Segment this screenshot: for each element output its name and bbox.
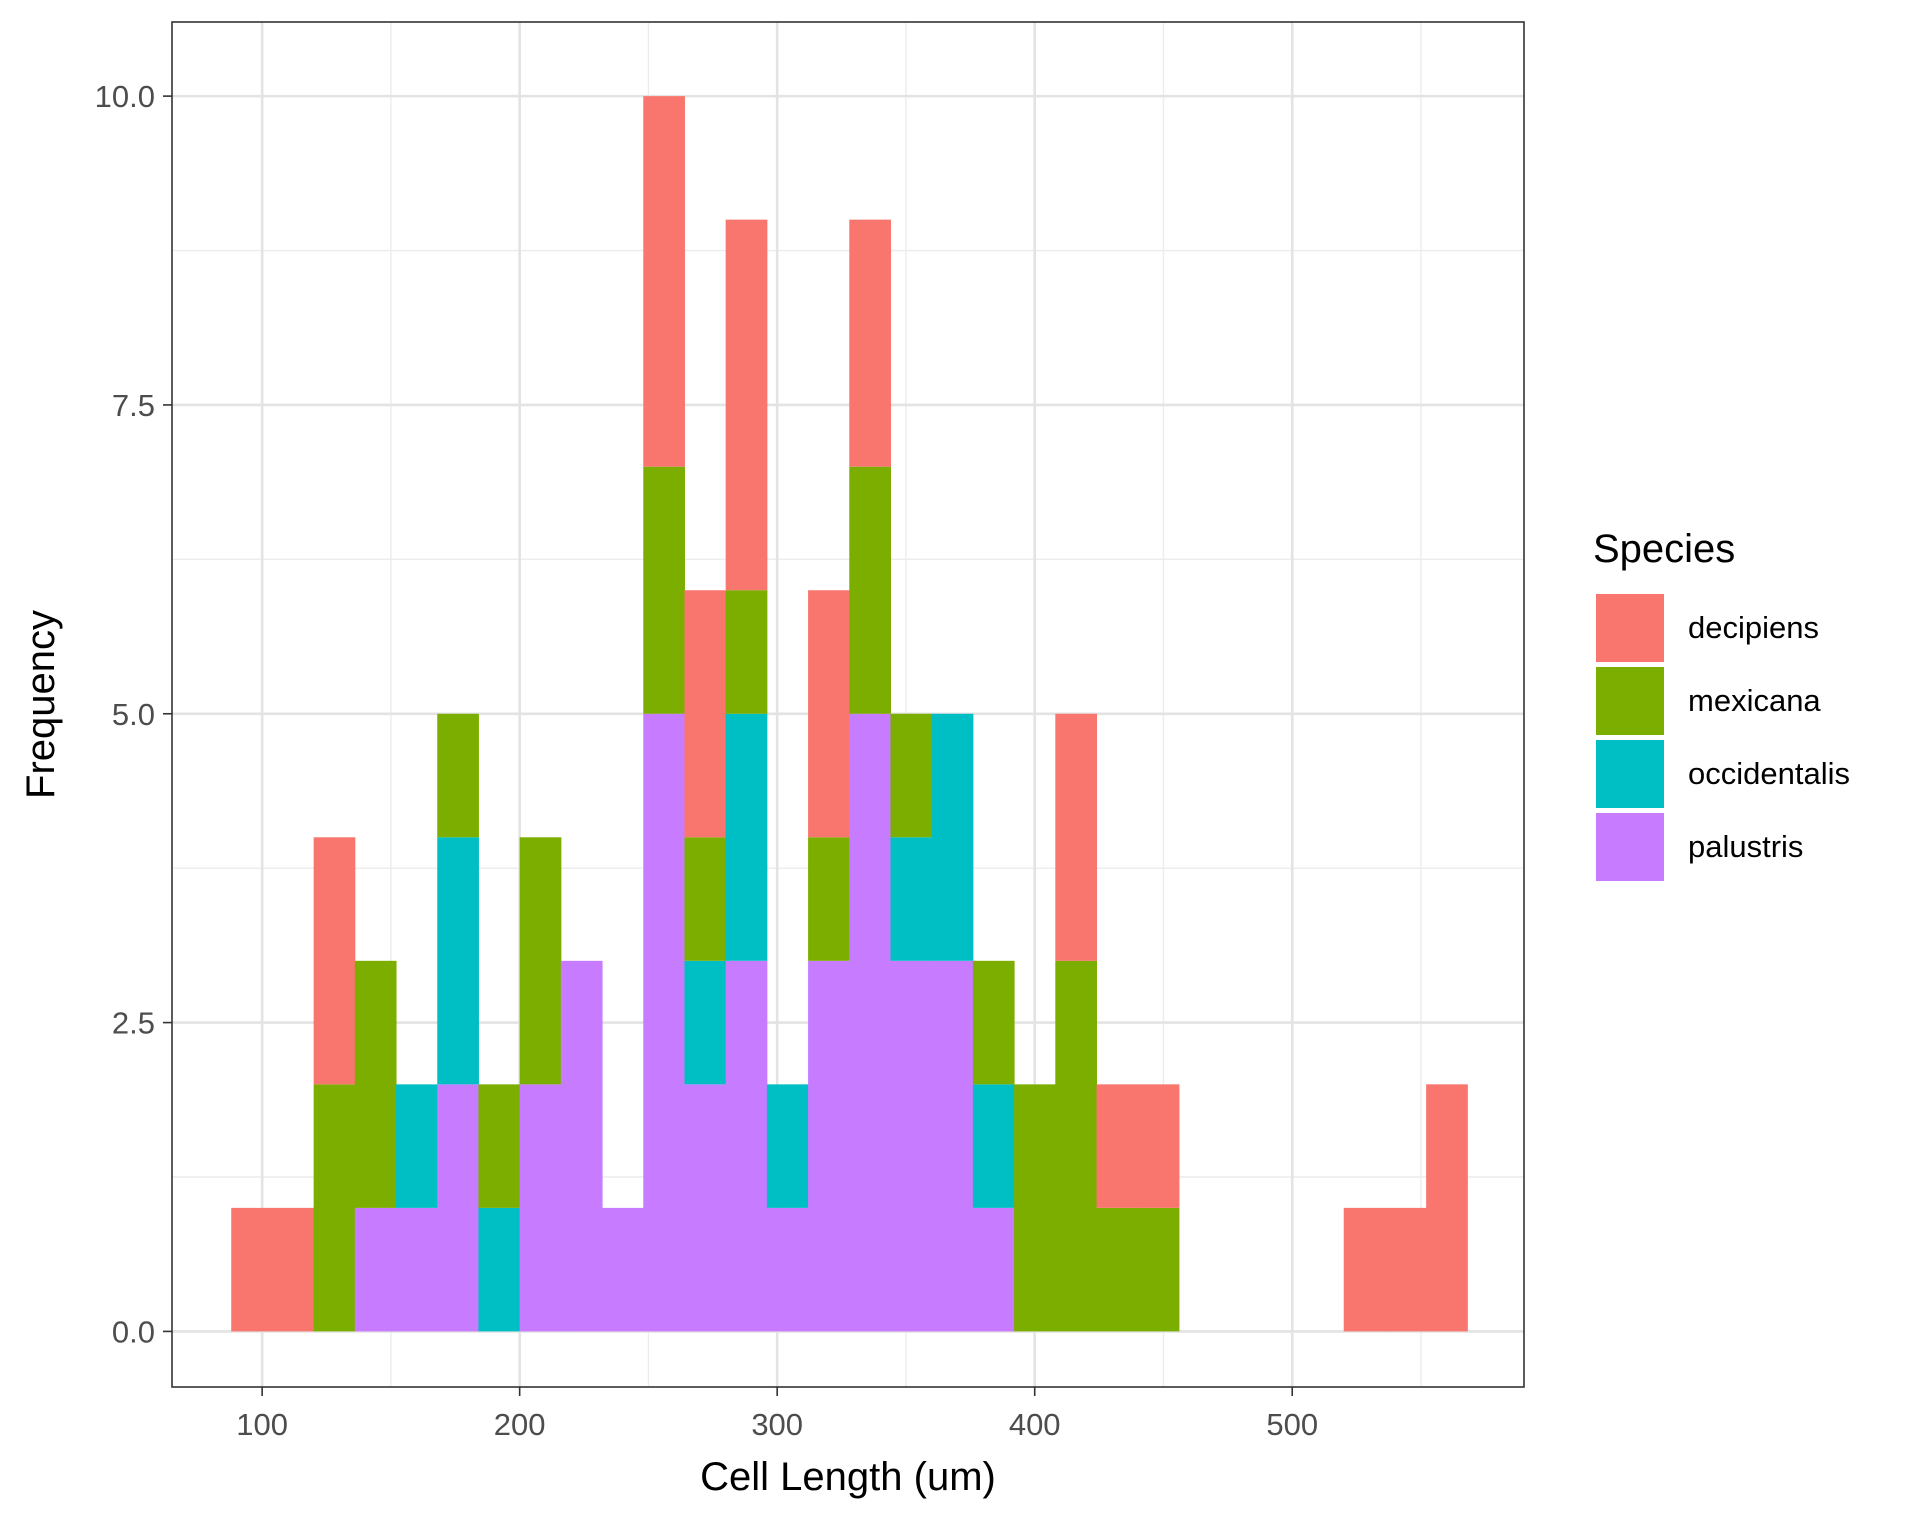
legend-label-mexicana: mexicana	[1688, 683, 1821, 718]
bar-segment-occidentalis	[931, 713, 974, 961]
bar-segment-occidentalis	[684, 960, 727, 1085]
y-tick-label: 2.5	[112, 1006, 155, 1041]
bar-segment-decipiens	[808, 590, 850, 838]
legend-label-occidentalis: occidentalis	[1688, 756, 1850, 791]
bar-segment-mexicana	[643, 466, 685, 714]
bar-segment-decipiens	[313, 837, 356, 1085]
bar-segment-mexicana	[354, 960, 397, 1208]
bar-segment-mexicana	[1055, 960, 1098, 1332]
legend-key-occidentalis	[1596, 740, 1664, 808]
bar-segment-occidentalis	[972, 1084, 1015, 1208]
y-tick-label: 7.5	[112, 388, 155, 423]
y-tick-label: 5.0	[112, 697, 155, 732]
legend-title: Species	[1593, 527, 1735, 571]
bar-segment-decipiens	[1055, 713, 1098, 961]
bar-segment-palustris	[396, 1207, 438, 1332]
bar-segment-palustris	[437, 1084, 479, 1332]
legend-label-decipiens: decipiens	[1688, 610, 1819, 645]
bar-segment-palustris	[354, 1207, 397, 1332]
bar-segment-palustris	[931, 960, 974, 1332]
bar-segment-decipiens	[1137, 1084, 1180, 1208]
bar-segment-decipiens	[272, 1207, 315, 1332]
bar-segment-mexicana	[437, 713, 479, 838]
bar-segment-palustris	[602, 1207, 644, 1332]
panel-border	[171, 21, 1525, 1388]
bar-segment-occidentalis	[766, 1084, 809, 1208]
bar-segment-decipiens	[1343, 1207, 1386, 1332]
bar-segment-mexicana	[1137, 1207, 1180, 1332]
bar-segment-occidentalis	[437, 837, 479, 1085]
bar-segment-mexicana	[1014, 1084, 1056, 1332]
y-axis-title: Frequency	[19, 610, 63, 799]
bar-segment-decipiens	[1426, 1084, 1468, 1332]
bar-segment-mexicana	[849, 466, 891, 714]
x-tick-label: 300	[751, 1407, 803, 1442]
y-tick-label: 10.0	[95, 79, 155, 114]
legend-key-mexicana	[1596, 667, 1664, 735]
bar-segment-occidentalis	[478, 1207, 521, 1332]
legend-key-palustris	[1596, 813, 1664, 881]
x-tick-label: 100	[236, 1407, 288, 1442]
bar-segment-occidentalis	[396, 1084, 438, 1208]
bars-layer	[231, 96, 1468, 1332]
bar-segment-mexicana	[972, 960, 1015, 1085]
bar-segment-occidentalis	[725, 713, 768, 961]
x-tick-label: 400	[1009, 1407, 1061, 1442]
legend-key-decipiens	[1596, 594, 1664, 662]
bar-segment-decipiens	[231, 1207, 273, 1332]
bar-segment-palustris	[560, 960, 603, 1332]
bar-segment-decipiens	[1096, 1084, 1139, 1208]
x-tick-label: 500	[1266, 1407, 1318, 1442]
bar-segment-decipiens	[849, 219, 891, 467]
bar-segment-palustris	[808, 960, 850, 1332]
x-axis-title: Cell Length (um)	[700, 1455, 996, 1499]
bar-segment-palustris	[725, 960, 768, 1332]
legend-label-palustris: palustris	[1688, 829, 1803, 864]
bar-segment-palustris	[519, 1084, 562, 1332]
bar-segment-mexicana	[313, 1084, 356, 1332]
bar-segment-mexicana	[478, 1084, 521, 1208]
bar-segment-palustris	[849, 713, 891, 1332]
x-tick-label: 200	[494, 1407, 546, 1442]
bar-segment-palustris	[684, 1084, 727, 1332]
bar-segment-mexicana	[684, 837, 727, 961]
bar-segment-palustris	[766, 1207, 809, 1332]
bar-segment-decipiens	[725, 219, 768, 591]
bar-segment-decipiens	[1384, 1207, 1427, 1332]
ticks-layer: 100 200 300 400 500 0.0 2.5 5.0 7.5 10.0	[95, 79, 1318, 1442]
bar-segment-palustris	[643, 713, 685, 1332]
bar-segment-mexicana	[890, 713, 933, 838]
bar-segment-palustris	[890, 960, 933, 1332]
bar-segment-palustris	[972, 1207, 1015, 1332]
bar-segment-decipiens	[684, 590, 727, 838]
y-tick-label: 0.0	[112, 1314, 155, 1349]
bar-segment-mexicana	[808, 837, 850, 961]
legend: Species decipiens mexicana occidentalis pal…	[1593, 527, 1850, 881]
bar-segment-mexicana	[519, 837, 562, 1085]
bar-segment-decipiens	[643, 96, 685, 467]
bar-segment-occidentalis	[890, 837, 933, 961]
legend-items: decipiens mexicana occidentalis palustris	[1596, 594, 1850, 881]
bar-segment-mexicana	[725, 590, 768, 714]
bar-segment-mexicana	[1096, 1207, 1139, 1332]
